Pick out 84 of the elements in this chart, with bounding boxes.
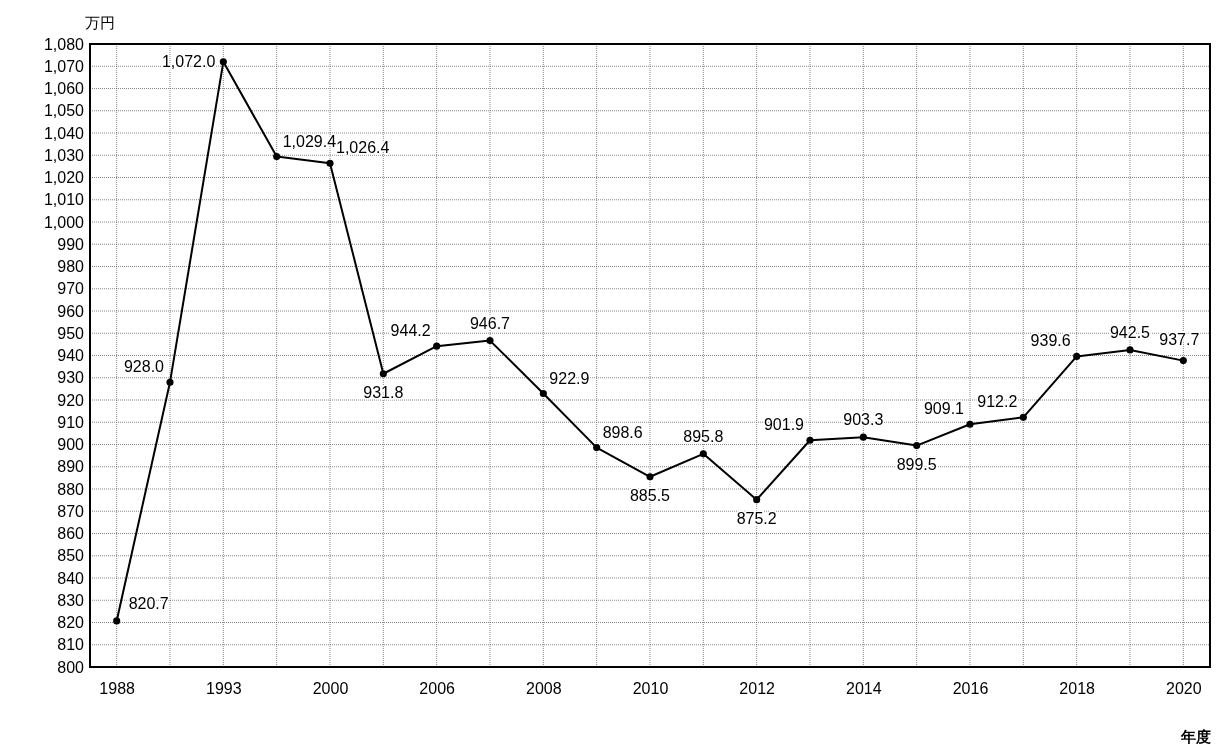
y-tick-label: 1,060 [43, 80, 85, 98]
x-axis-title: 年度 [1180, 728, 1211, 745]
data-label: 1,029.4 [282, 132, 337, 150]
data-label: 922.9 [549, 369, 590, 387]
point [219, 58, 227, 66]
x-tick-label: 2008 [526, 680, 562, 698]
y-tick-label: 810 [57, 636, 85, 654]
point [113, 617, 121, 625]
y-tick-label: 890 [57, 458, 85, 476]
y-tick-label: 920 [57, 391, 85, 409]
y-tick-label: 880 [57, 480, 85, 498]
data-label: 939.6 [1030, 332, 1071, 350]
y-tick-label: 950 [57, 324, 85, 342]
data-label: 928.0 [123, 358, 165, 376]
data-label: 895.8 [683, 427, 724, 445]
point [539, 389, 547, 398]
data-label: 903.3 [843, 411, 884, 429]
y-axis-title: 万円 [85, 14, 115, 31]
data-label: 931.8 [363, 383, 404, 401]
y-tick-label: 850 [57, 547, 85, 565]
point [753, 496, 761, 504]
y-tick-label: 830 [57, 591, 85, 609]
data-label: 909.1 [923, 400, 965, 418]
data-label: 1,072.0 [161, 52, 216, 70]
data-label: 875.2 [736, 509, 777, 527]
x-tick-label: 2018 [1059, 680, 1096, 698]
y-tick-label: 960 [57, 302, 85, 320]
x-tick-label: 1993 [206, 680, 242, 698]
data-label: 885.5 [629, 486, 671, 504]
y-tick-label: 970 [57, 280, 85, 298]
data-label: 942.5 [1109, 323, 1151, 341]
y-tick-label: 990 [57, 235, 85, 253]
point [806, 436, 814, 444]
point [273, 153, 281, 161]
point [966, 420, 974, 428]
point [1073, 352, 1081, 360]
y-tick-label: 800 [57, 658, 85, 676]
x-tick-label: 2000 [312, 680, 349, 698]
x-tick-label: 2010 [632, 680, 669, 698]
data-label: 946.7 [469, 314, 511, 332]
data-label: 820.7 [128, 594, 169, 612]
data-label: 898.6 [602, 423, 643, 441]
y-tick-label: 1,010 [43, 191, 85, 209]
data-label: 901.9 [763, 416, 805, 434]
y-tick-label: 1,000 [43, 213, 85, 231]
data-label: 912.2 [977, 393, 1018, 411]
x-tick-label: 1988 [99, 680, 136, 698]
x-tick-label: 2012 [739, 680, 776, 698]
y-tick-label: 870 [57, 502, 85, 520]
data-label: 944.2 [390, 322, 431, 340]
y-tick-label: 980 [57, 258, 85, 276]
data-label: 937.7 [1159, 330, 1200, 348]
point [913, 442, 921, 450]
point [1019, 413, 1027, 421]
point [593, 444, 601, 452]
point [1126, 346, 1134, 354]
x-tick-label: 2020 [1166, 680, 1202, 698]
point [433, 342, 441, 350]
point [646, 473, 654, 481]
y-tick-label: 910 [57, 413, 85, 431]
y-tick-label: 1,080 [43, 35, 85, 53]
y-tick-label: 1,050 [43, 102, 85, 120]
x-tick-label: 2006 [419, 680, 456, 698]
y-tick-label: 1,020 [43, 169, 85, 187]
point [166, 378, 174, 386]
x-tick-label: 2016 [952, 680, 989, 698]
point [379, 370, 387, 378]
point [1179, 357, 1187, 365]
point [699, 450, 707, 458]
x-tick-label: 2014 [846, 680, 882, 698]
y-tick-label: 820 [57, 614, 85, 632]
y-tick-label: 860 [57, 525, 85, 543]
point [859, 433, 867, 441]
data-label: 899.5 [896, 455, 937, 473]
data-label: 1,026.4 [336, 139, 390, 157]
y-tick-label: 1,030 [43, 146, 85, 164]
y-tick-label: 930 [57, 369, 85, 387]
y-tick-label: 940 [57, 347, 85, 365]
y-tick-label: 1,070 [43, 57, 85, 75]
point [326, 159, 334, 167]
y-tick-label: 900 [57, 436, 85, 454]
point [486, 337, 494, 345]
y-tick-label: 840 [57, 569, 85, 587]
y-tick-label: 1,040 [43, 124, 85, 142]
